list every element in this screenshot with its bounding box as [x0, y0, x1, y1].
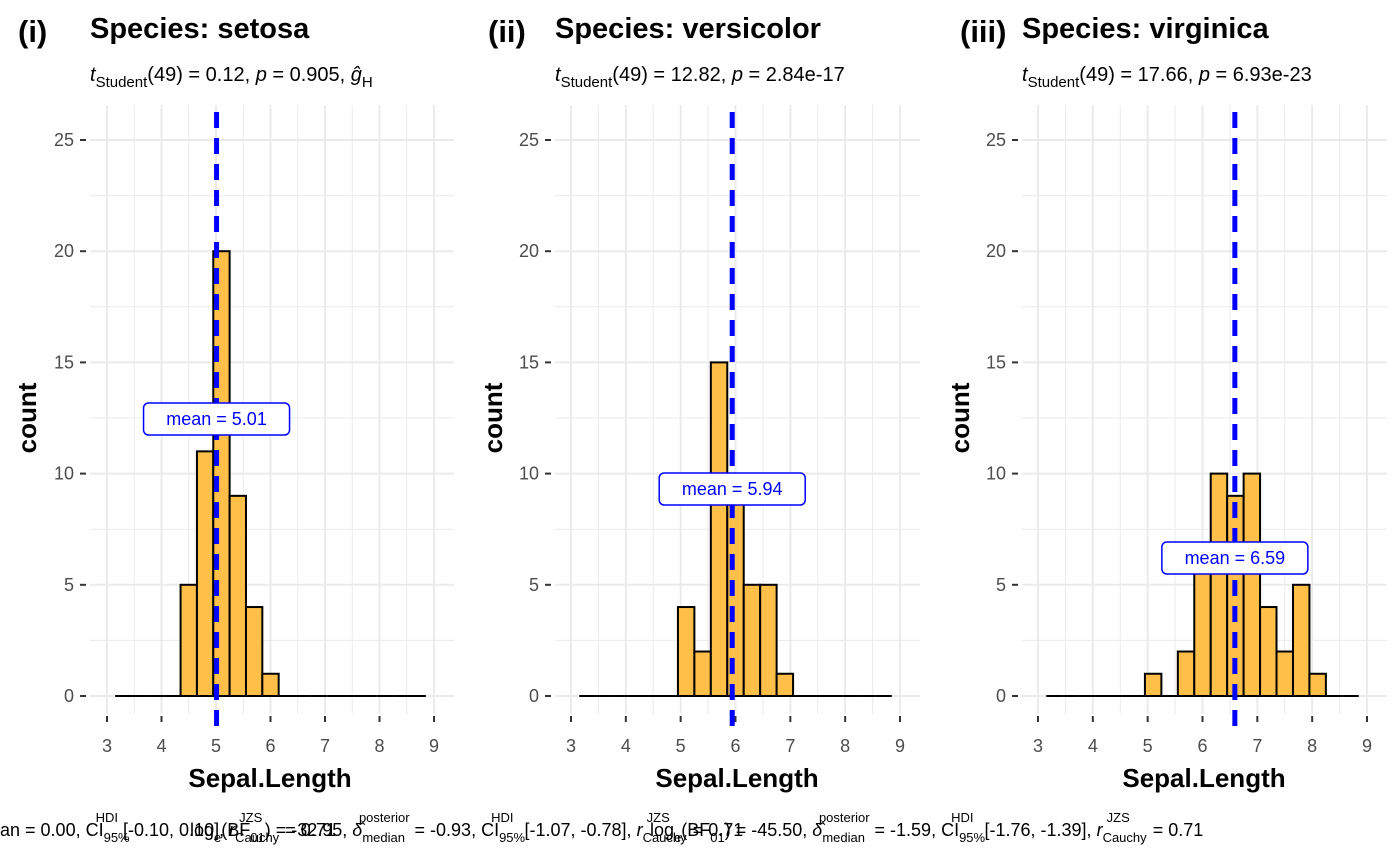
x-tick-label: 4	[1088, 736, 1098, 756]
y-axis-title: count	[478, 382, 508, 453]
histogram-bar	[261, 672, 280, 698]
x-tick-label: 6	[730, 736, 740, 756]
histogram-bar	[212, 250, 231, 697]
histogram-bar	[195, 450, 215, 697]
x-axis-title: Sepal.Length	[1122, 763, 1285, 793]
panel-3-header: (iii) Species: virginica tStudent(49) = …	[960, 13, 1312, 91]
mean-label: mean = 6.59	[1185, 548, 1286, 568]
y-tick-label: 25	[986, 130, 1006, 150]
x-tick-label: 5	[676, 736, 686, 756]
histogram-bar	[709, 361, 729, 697]
y-tick-label: 0	[64, 686, 74, 706]
x-tick-label: 7	[1252, 736, 1262, 756]
x-axis-title: Sepal.Length	[188, 763, 351, 793]
x-tick-label: 9	[429, 736, 439, 756]
caption-3: loge(BF01) = -45.50, δ̂medianposterior =…	[650, 810, 1203, 845]
y-tick-label: 20	[986, 241, 1006, 261]
x-tick-label: 3	[566, 736, 576, 756]
histogram-bar	[1209, 472, 1229, 697]
histogram-bar	[1291, 583, 1311, 697]
x-axis-title: Sepal.Length	[655, 763, 818, 793]
x-tick-label: 6	[265, 736, 275, 756]
y-tick-label: 25	[519, 130, 539, 150]
y-tick-label: 10	[986, 464, 1006, 484]
histogram-bar	[179, 583, 198, 697]
x-tick-label: 4	[621, 736, 631, 756]
x-tick-label: 9	[1362, 736, 1372, 756]
y-axis-title: count	[12, 382, 42, 453]
histogram-bar	[775, 672, 795, 698]
panel-title: Species: setosa	[90, 13, 310, 45]
x-tick-label: 3	[1033, 736, 1043, 756]
caption-2: loge(BF01) = -32.95, δ̂medianposterior =…	[190, 810, 743, 845]
panel-tag: (i)	[18, 14, 47, 49]
x-tick-label: 4	[156, 736, 166, 756]
panel-subtitle: tStudent(49) = 17.66, p = 6.93e-23	[1022, 64, 1312, 91]
panel-title: Species: virginica	[1022, 13, 1269, 45]
histogram-bar	[759, 583, 778, 697]
y-tick-label: 5	[64, 575, 74, 595]
x-tick-label: 5	[1143, 736, 1153, 756]
y-tick-label: 10	[54, 464, 74, 484]
y-tick-label: 20	[519, 241, 539, 261]
panel-subtitle: tStudent(49) = 0.12, p = 0.905, ĝH	[90, 64, 373, 91]
x-tick-label: 8	[1307, 736, 1317, 756]
x-tick-label: 9	[895, 736, 905, 756]
histogram-bar	[1176, 650, 1196, 698]
y-tick-label: 5	[529, 575, 539, 595]
x-tick-label: 8	[840, 736, 850, 756]
mean-label-box	[1161, 541, 1309, 575]
x-tick-label: 7	[785, 736, 795, 756]
histogram-bar	[693, 650, 712, 698]
mean-label: mean = 5.01	[166, 409, 267, 429]
y-tick-label: 20	[54, 241, 74, 261]
panel-subtitle: tStudent(49) = 12.82, p = 2.84e-17	[555, 64, 845, 91]
x-tick-label: 7	[320, 736, 330, 756]
histogram-panel-setosa: 0 5 10 15 20 25 3 4 5 6 7 8 9 mean = 5.01	[54, 105, 454, 756]
y-tick-label: 15	[519, 352, 539, 372]
panel-title: Species: versicolor	[555, 13, 821, 45]
histogram-bar	[1242, 472, 1262, 697]
panel-2-header: (ii) Species: versicolor tStudent(49) = …	[488, 13, 845, 91]
histogram-bar	[742, 583, 762, 697]
x-tick-label: 6	[1197, 736, 1207, 756]
mean-label: mean = 5.94	[682, 479, 783, 499]
x-tick-label: 5	[211, 736, 221, 756]
histogram-bar	[1308, 672, 1327, 698]
panel-1-header: (i) Species: setosa tStudent(49) = 0.12,…	[18, 13, 373, 91]
histogram-bar	[1275, 650, 1294, 698]
y-tick-label: 10	[519, 464, 539, 484]
histogram-bar	[228, 494, 247, 697]
y-tick-label: 0	[996, 686, 1006, 706]
x-tick-label: 3	[102, 736, 112, 756]
y-axis-title: count	[945, 382, 975, 453]
mean-label-box	[658, 472, 806, 506]
panel-tag: (iii)	[960, 14, 1007, 49]
histogram-bar	[1143, 672, 1163, 698]
y-tick-label: 25	[54, 130, 74, 150]
histogram-bar	[676, 606, 696, 697]
y-tick-label: 15	[54, 352, 74, 372]
histogram-bar	[244, 606, 264, 697]
y-tick-label: 15	[986, 352, 1006, 372]
x-tick-label: 8	[374, 736, 384, 756]
histogram-bar	[1193, 561, 1212, 697]
panel-tag: (ii)	[488, 14, 526, 49]
histogram-panel-virginica: 0 5 10 15 20 25 3 4 5 6 7 8 9 mean = 6.59	[986, 105, 1387, 756]
caption-1: an = 0.00, CI95%HDI [-0.10, 0.10], rCauc…	[0, 810, 336, 845]
y-tick-label: 0	[529, 686, 539, 706]
histogram-panel-versicolor: 0 5 10 15 20 25 3 4 5 6 7 8 9 mean = 5.94	[519, 105, 920, 756]
y-tick-label: 5	[996, 575, 1006, 595]
histogram-bar	[1259, 606, 1278, 697]
mean-label-box	[142, 402, 291, 436]
